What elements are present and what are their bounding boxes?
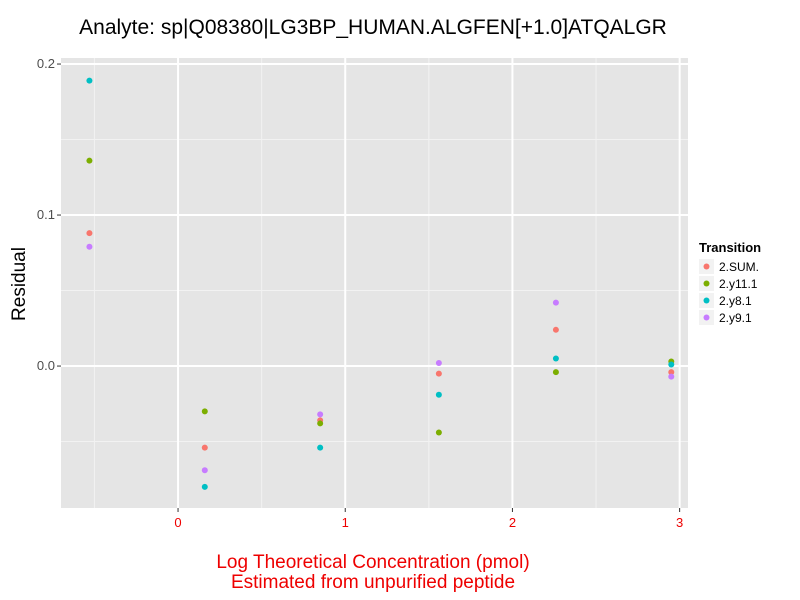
data-point — [552, 369, 559, 376]
data-point — [317, 444, 324, 451]
data-point — [668, 361, 675, 368]
data-point — [86, 157, 93, 164]
legend-label: 2.y8.1 — [719, 294, 752, 308]
legend-dot — [703, 314, 710, 321]
major-gridlines — [61, 58, 688, 508]
data-point — [435, 429, 442, 436]
plot-panel — [61, 58, 688, 508]
x-axis-label-line2: Estimated from unpurified peptide — [231, 572, 515, 593]
x-tick-label: 1 — [342, 515, 349, 530]
data-point — [668, 373, 675, 380]
x-tick-label: 2 — [509, 515, 516, 530]
y-axis-label: Residual — [9, 247, 30, 321]
legend-label: 2.y11.1 — [719, 277, 758, 291]
legend-dot — [703, 263, 710, 270]
data-point — [552, 299, 559, 306]
data-point — [317, 420, 324, 427]
data-point — [435, 360, 442, 367]
chart-title: Analyte: sp|Q08380|LG3BP_HUMAN.ALGFEN[+1… — [79, 16, 667, 39]
data-point — [668, 369, 675, 376]
data-point — [86, 77, 93, 84]
y-axis-ticks: 0.0 0.1 0.2 — [37, 56, 61, 373]
data-point — [317, 411, 324, 418]
legend-items: 2.SUM. 2.y11.1 2.y8.1 2.y9.1 — [699, 259, 759, 325]
data-point — [86, 243, 93, 250]
data-point — [552, 326, 559, 333]
data-point — [435, 370, 442, 377]
data-point — [86, 230, 93, 237]
data-point — [201, 467, 208, 474]
data-point — [201, 408, 208, 415]
x-axis-label-line1: Log Theoretical Concentration (pmol) — [216, 552, 529, 573]
data-point — [435, 391, 442, 398]
legend-label: 2.SUM. — [719, 260, 759, 274]
x-tick-label: 3 — [676, 515, 683, 530]
legend-dot — [703, 297, 710, 304]
legend-title: Transition — [699, 240, 761, 255]
data-point — [201, 444, 208, 451]
legend: Transition 2.SUM. 2.y11.1 2.y8.1 2.y9.1 — [699, 240, 761, 325]
data-point — [201, 483, 208, 490]
data-point — [552, 355, 559, 362]
y-tick-label: 0.1 — [37, 207, 55, 222]
legend-label: 2.y9.1 — [719, 311, 752, 325]
data-points — [86, 77, 675, 490]
x-tick-label: 0 — [174, 515, 181, 530]
y-tick-label: 0.0 — [37, 358, 55, 373]
legend-dot — [703, 280, 710, 287]
y-tick-label: 0.2 — [37, 56, 55, 71]
x-axis-ticks: 0 1 2 3 — [174, 508, 683, 530]
minor-gridlines — [61, 58, 688, 508]
